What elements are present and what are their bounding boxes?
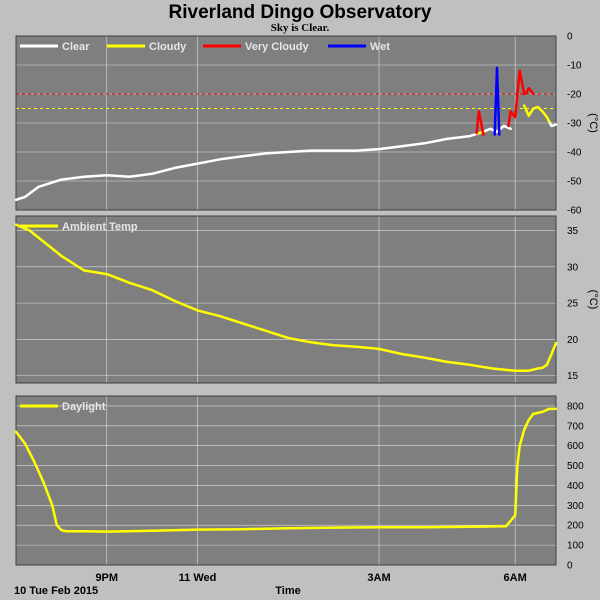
y-tick-label: -10 <box>567 61 582 72</box>
x-tick-label: 9PM <box>95 572 118 584</box>
y-tick-label: -20 <box>567 90 582 101</box>
y-tick-label: 20 <box>567 335 579 346</box>
chart-subtitle: Sky is Clear. <box>271 22 330 34</box>
series-line-daylight <box>14 407 558 533</box>
series-line-clear <box>547 120 558 128</box>
series-line-very-cloudy <box>475 110 485 136</box>
series-line-wet <box>493 66 501 136</box>
daylight-panel: 0 100 200 300 400 500 600 700 800 Daylight <box>14 395 584 572</box>
x-axis: 9PM 11 Wed 3AM 6AM <box>95 572 526 584</box>
y-tick-label: 35 <box>567 226 579 237</box>
legend-entry-wet: Wet <box>370 41 390 53</box>
series-line-clear <box>482 124 512 133</box>
series-line-clear <box>14 131 481 202</box>
y-tick-label: 30 <box>567 262 579 273</box>
legend-entry-daylight: Daylight <box>62 401 106 413</box>
y-tick-label: 300 <box>567 501 584 512</box>
y-tick-label: 100 <box>567 541 584 552</box>
plot-area <box>16 216 556 383</box>
legend-entry-cloudy: Cloudy <box>149 41 187 53</box>
y-tick-label: 0 <box>567 561 573 572</box>
y-tick-label: -40 <box>567 148 582 159</box>
x-tick-label: 11 Wed <box>179 572 217 584</box>
y-tick-label: 500 <box>567 461 584 472</box>
legend-entry-ambient-temp: Ambient Temp <box>62 221 138 233</box>
series-line-very-cloudy <box>522 86 535 96</box>
x-axis-title: Time <box>275 585 300 597</box>
y-tick-label: -60 <box>567 206 582 217</box>
y-tick-label: 700 <box>567 421 584 432</box>
y-axis-label: (°C) <box>587 113 599 133</box>
y-tick-label: 800 <box>567 401 584 412</box>
plot-border <box>15 395 557 566</box>
y-axis-label: (°C) <box>587 290 599 310</box>
y-tick-label: -50 <box>567 177 582 188</box>
series-line-cloudy <box>522 104 551 123</box>
y-tick-label: 600 <box>567 441 584 452</box>
ambient-temperature-panel: 15 20 25 30 35 (°C) Ambient Temp <box>14 215 599 384</box>
x-tick-label: 6AM <box>504 572 527 584</box>
series-line-very-cloudy <box>507 69 526 128</box>
legend-entry-clear: Clear <box>62 41 90 53</box>
plot-border <box>15 215 557 384</box>
date-label: 10 Tue Feb 2015 <box>14 585 98 597</box>
plot-area <box>16 396 556 565</box>
series-line-ambient-temp <box>14 223 558 372</box>
y-tick-label: 25 <box>567 299 579 310</box>
y-tick-label: 400 <box>567 481 584 492</box>
legend-entry-very-cloudy: Very Cloudy <box>245 41 309 53</box>
y-tick-label: -30 <box>567 119 582 130</box>
y-tick-label: 15 <box>567 371 579 382</box>
x-tick-label: 3AM <box>367 572 390 584</box>
y-tick-label: 200 <box>567 521 584 532</box>
sky-temperature-panel: 0 -10 -20 -30 -40 -50 -60 (°C) Clear Cloudy Very C… <box>14 32 599 217</box>
chart-title: Riverland Dingo Observatory <box>169 2 432 23</box>
plot-border <box>15 35 557 211</box>
y-tick-label: 0 <box>567 32 573 43</box>
